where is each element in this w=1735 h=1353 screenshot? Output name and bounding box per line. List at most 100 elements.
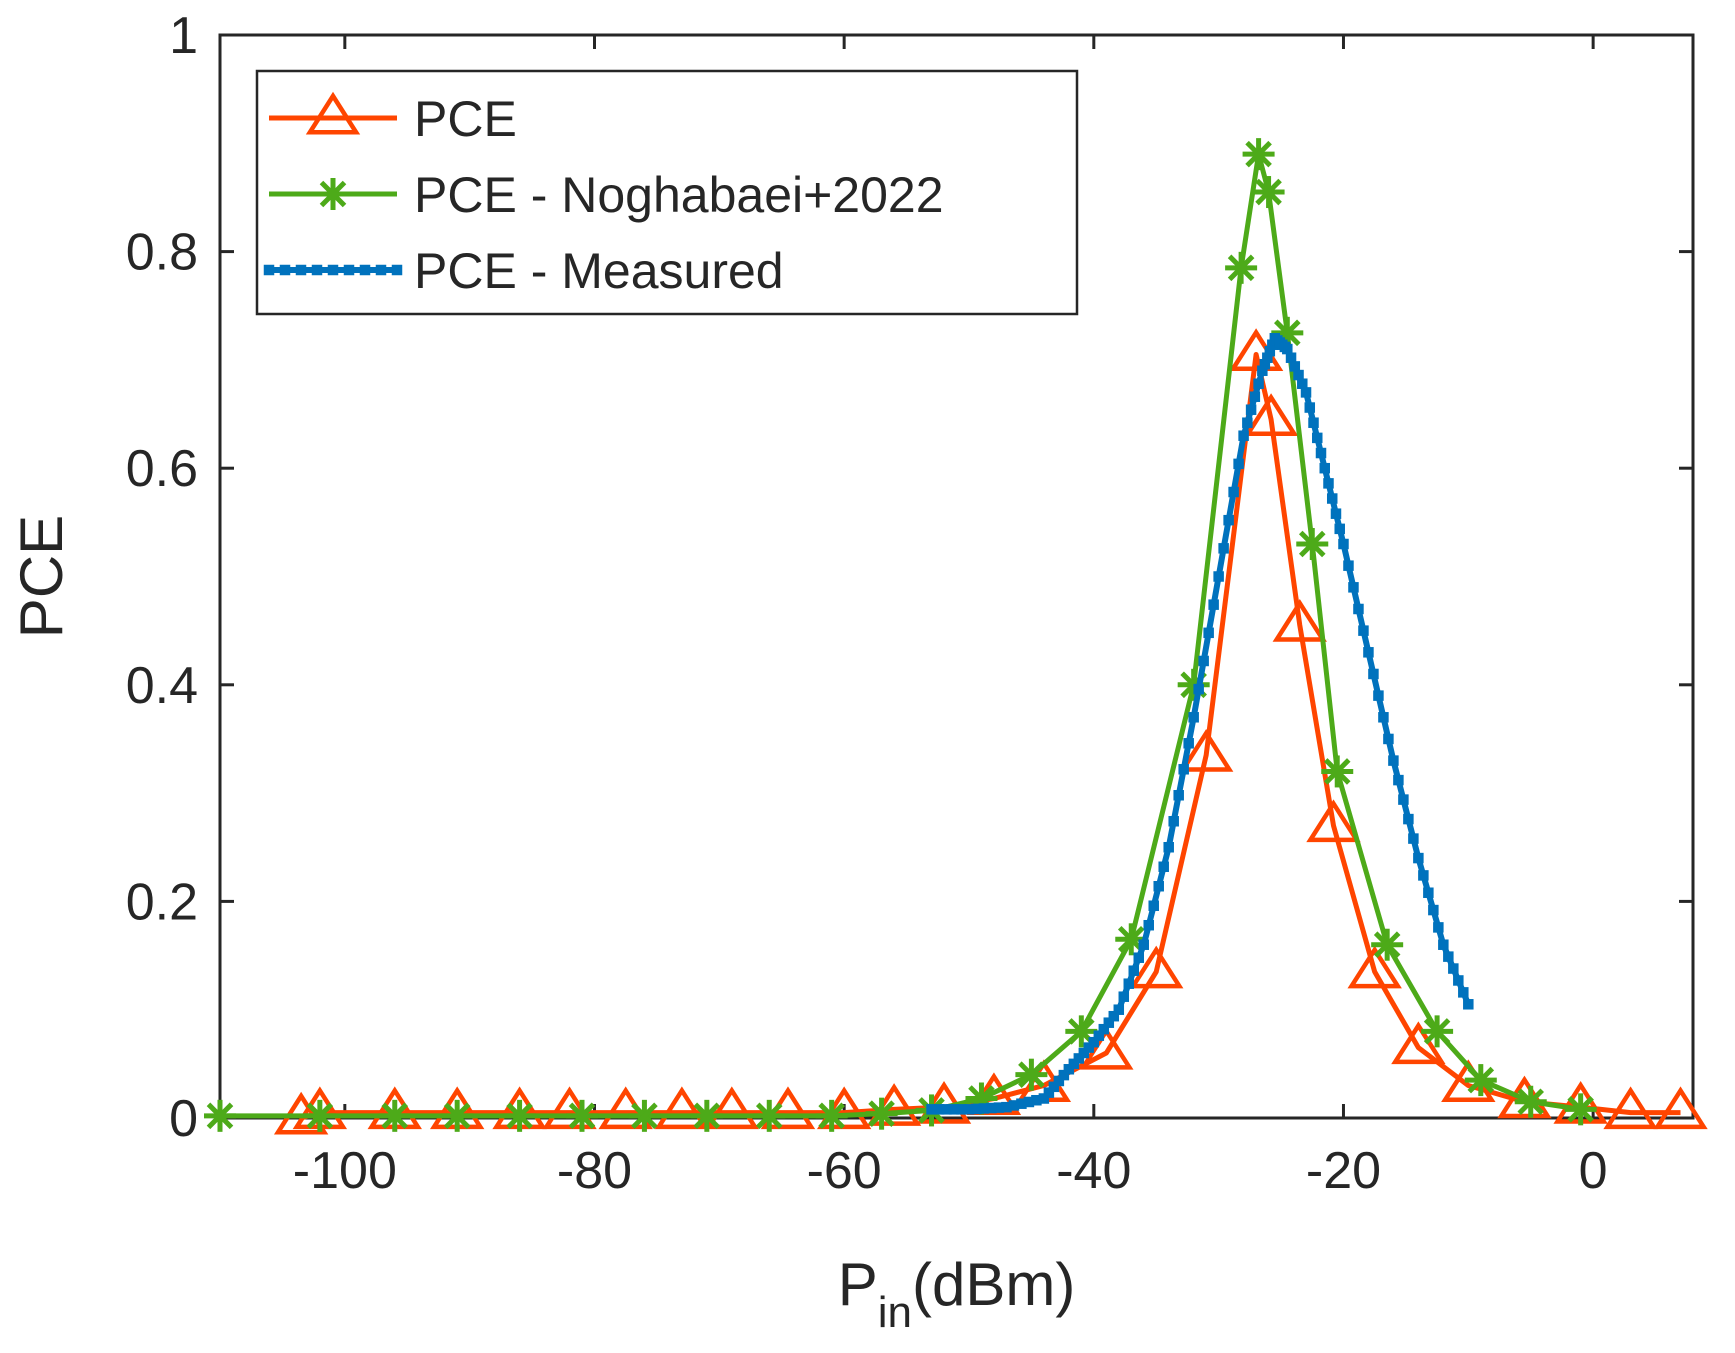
- data-point-square: [1458, 987, 1469, 998]
- data-point-square: [1285, 352, 1297, 363]
- legend-item: PCE - Noghabaei+2022: [269, 167, 944, 223]
- data-point-square: [391, 264, 403, 276]
- legend-label: PCE: [414, 91, 517, 147]
- y-axis-label: PCE: [8, 515, 75, 638]
- data-point-square: [1388, 755, 1399, 766]
- y-tick-label: 0.4: [126, 657, 198, 715]
- data-point-square: [1293, 369, 1304, 381]
- data-point-square: [1133, 952, 1145, 963]
- data-point-square: [1138, 939, 1149, 950]
- data-point-triangle: [1178, 729, 1234, 772]
- legend-label: PCE - Measured: [414, 243, 784, 299]
- data-point-square: [1433, 922, 1444, 933]
- data-point-star: [378, 1099, 411, 1132]
- data-point-square: [1242, 417, 1253, 428]
- data-point-square: [1213, 571, 1224, 582]
- data-point-square: [1113, 1004, 1125, 1015]
- data-point-square: [1348, 582, 1359, 593]
- data-point-star: [1296, 528, 1329, 561]
- y-tick-label: 0: [169, 1090, 198, 1148]
- data-point-square: [1183, 738, 1194, 749]
- data-point-triangle: [1272, 599, 1327, 642]
- data-point-square: [1188, 712, 1199, 723]
- x-axis-label-main: P: [838, 1251, 878, 1318]
- data-point-square: [1173, 790, 1184, 801]
- data-point-star: [1564, 1093, 1597, 1126]
- x-tick-label: -100: [293, 1142, 397, 1200]
- data-point-square: [1438, 939, 1449, 950]
- data-point-star: [865, 1097, 898, 1130]
- data-point-square: [1228, 486, 1239, 498]
- data-point-square: [375, 264, 387, 276]
- data-point-triangle: [1079, 1026, 1134, 1070]
- data-point-square: [1238, 430, 1249, 441]
- legend-label: PCE - Noghabaei+2022: [414, 167, 944, 223]
- data-point-square: [1158, 861, 1169, 872]
- data-point-star: [690, 1099, 723, 1132]
- data-point-triangle: [1391, 1021, 1446, 1065]
- data-point-square: [1193, 683, 1204, 695]
- series-pce-measured: [926, 332, 1474, 1115]
- data-point-square: [1297, 378, 1308, 389]
- data-point-triangle: [1603, 1086, 1658, 1130]
- data-point-square: [1319, 462, 1330, 474]
- data-point-star: [1514, 1085, 1547, 1118]
- x-tick-label: -80: [557, 1142, 632, 1200]
- legend-item: PCE: [269, 91, 517, 147]
- data-point-square: [1300, 387, 1312, 398]
- legend: PCE PCE - Noghabaei+2022 PCE - Measured: [255, 69, 1079, 316]
- data-point-square: [1338, 538, 1349, 550]
- data-point-square: [1249, 391, 1261, 402]
- data-point-square: [1223, 514, 1234, 526]
- data-point-star: [1464, 1064, 1497, 1097]
- data-point-star: [204, 1099, 236, 1132]
- data-point-triangle: [704, 1086, 760, 1130]
- data-point-square: [1148, 900, 1159, 911]
- data-point-triangle: [1243, 393, 1299, 437]
- x-axis-label-unit: (dBm): [912, 1251, 1075, 1318]
- data-point-star: [503, 1099, 536, 1132]
- data-point-star: [1321, 755, 1354, 788]
- data-point-triangle: [305, 91, 361, 135]
- data-point-star: [753, 1099, 786, 1132]
- data-point-square: [1383, 733, 1394, 745]
- data-point-star: [566, 1099, 599, 1132]
- x-axis-label-subscript: in: [878, 1288, 912, 1337]
- data-point-star: [1015, 1058, 1048, 1091]
- data-point-square: [1218, 543, 1229, 554]
- data-point-square: [1373, 690, 1384, 701]
- x-tick-label: -40: [1056, 1142, 1131, 1200]
- data-point-square: [1443, 951, 1454, 962]
- data-point-square: [1233, 458, 1244, 470]
- data-point-square: [1403, 813, 1414, 825]
- data-point-square: [1323, 478, 1334, 489]
- data-point-triangle: [1306, 799, 1361, 843]
- x-axis-label: Pin(dBm): [838, 1251, 1076, 1337]
- data-point-square: [295, 264, 307, 276]
- data-point-square: [1143, 919, 1154, 931]
- series-layer: [204, 138, 1708, 1135]
- data-point-square: [1289, 361, 1301, 372]
- y-tick-label: 1: [169, 7, 198, 65]
- data-point-star: [441, 1099, 474, 1132]
- data-point-square: [343, 264, 355, 276]
- data-point-square: [1378, 712, 1389, 723]
- data-point-square: [1330, 508, 1342, 519]
- data-point-square: [1418, 870, 1429, 881]
- data-point-square: [359, 264, 371, 276]
- axis-ticks: -100 -80 -60 -40 -20 0 0 0.2 0.4 0.6 0.8 1: [126, 7, 1693, 1200]
- data-point-square: [1408, 833, 1419, 844]
- data-point-star: [303, 1099, 336, 1132]
- data-point-square: [1343, 560, 1354, 571]
- data-point-square: [1282, 343, 1293, 355]
- data-point-square: [279, 264, 291, 276]
- data-point-square: [1428, 904, 1439, 916]
- data-point-square: [1398, 794, 1409, 805]
- data-point-square: [1123, 978, 1135, 989]
- y-tick-label: 0.8: [126, 224, 198, 282]
- data-point-square: [1448, 963, 1459, 974]
- x-tick-label: -60: [807, 1142, 882, 1200]
- data-point-square: [1312, 432, 1323, 444]
- data-point-triangle: [1129, 945, 1184, 989]
